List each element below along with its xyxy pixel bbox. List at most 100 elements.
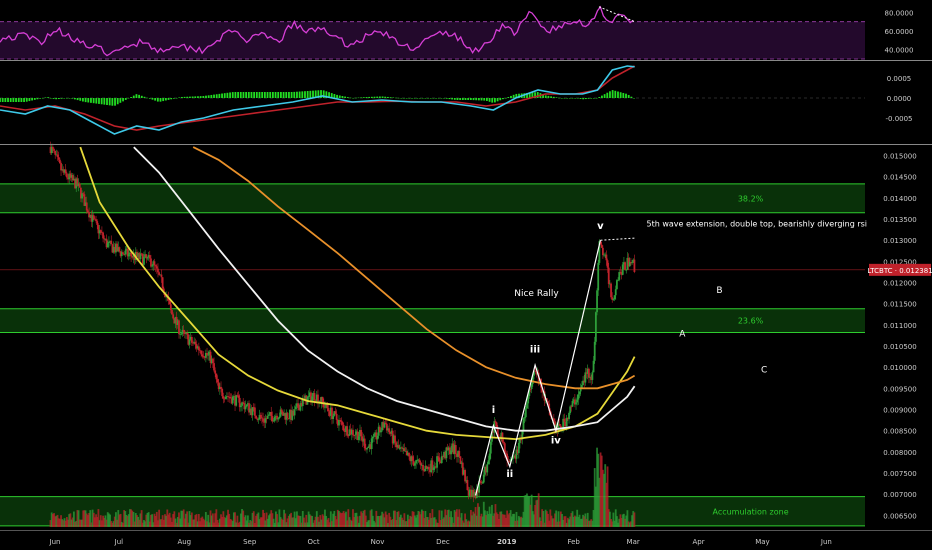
candle-body bbox=[467, 490, 470, 496]
macd-histogram-bar bbox=[424, 98, 427, 99]
volume-bar bbox=[633, 512, 636, 527]
volume-bar bbox=[297, 515, 300, 527]
volume-bar bbox=[523, 495, 526, 527]
volume-bar bbox=[284, 513, 287, 527]
volume-bar bbox=[534, 505, 537, 527]
candle-body bbox=[572, 399, 575, 402]
macd-histogram-bar bbox=[357, 97, 360, 99]
candle-body bbox=[384, 422, 387, 424]
macd-histogram-bar bbox=[419, 98, 421, 99]
candle-body bbox=[603, 254, 605, 256]
volume-bar bbox=[600, 455, 603, 527]
candle-body bbox=[565, 417, 568, 427]
macd-tick-label: -0.0005 bbox=[885, 115, 912, 123]
candle-body bbox=[88, 212, 90, 218]
candle-body bbox=[611, 297, 614, 300]
volume-bar bbox=[151, 514, 154, 527]
candle-body bbox=[531, 375, 534, 385]
candle-body bbox=[377, 426, 380, 436]
candle-body bbox=[481, 482, 484, 484]
volume-bar bbox=[395, 520, 398, 527]
macd-histogram-bar bbox=[451, 98, 454, 100]
volume-bar bbox=[409, 515, 412, 527]
candle-body bbox=[56, 154, 59, 158]
volume-bar bbox=[557, 511, 560, 527]
time-tick-label: 2019 bbox=[497, 538, 517, 546]
candle-body bbox=[398, 448, 401, 449]
macd-histogram-bar bbox=[512, 94, 515, 98]
candle-body bbox=[75, 178, 78, 189]
volume-bar bbox=[300, 522, 303, 527]
volume-bar bbox=[207, 514, 210, 527]
candle-body bbox=[362, 438, 365, 442]
candle-body bbox=[179, 333, 182, 335]
candle-body bbox=[308, 392, 311, 397]
candle-body bbox=[375, 432, 378, 440]
volume-bar bbox=[520, 516, 523, 527]
volume-bar bbox=[289, 514, 291, 527]
candle-body bbox=[49, 147, 52, 154]
macd-histogram-bar bbox=[223, 93, 226, 98]
volume-bar bbox=[366, 522, 368, 527]
macd-histogram-bar bbox=[296, 91, 298, 98]
macd-histogram-bar bbox=[309, 90, 312, 98]
volume-bar bbox=[627, 521, 630, 527]
volume-bar bbox=[529, 504, 532, 527]
volume-bar bbox=[620, 518, 623, 527]
candle-body bbox=[203, 357, 206, 358]
candle-body bbox=[577, 394, 580, 400]
volume-bar bbox=[583, 516, 586, 527]
candle-body bbox=[192, 342, 194, 344]
volume-bar bbox=[167, 514, 170, 527]
macd-histogram-bar bbox=[354, 97, 357, 99]
candle-body bbox=[452, 443, 455, 454]
candle-body bbox=[450, 450, 452, 455]
volume-bar bbox=[196, 521, 199, 527]
candle-body bbox=[140, 253, 143, 255]
volume-bar bbox=[439, 520, 442, 527]
macd-histogram-bar bbox=[47, 97, 50, 98]
chart-annotation: 5th wave extension, double top, bearishl… bbox=[647, 220, 868, 229]
candle-body bbox=[350, 429, 353, 435]
candle-body bbox=[396, 445, 399, 448]
volume-bar bbox=[361, 513, 364, 527]
volume-bar bbox=[423, 518, 426, 527]
candle-body bbox=[68, 173, 71, 180]
volume-bar bbox=[287, 515, 290, 527]
candle-body bbox=[391, 430, 394, 444]
volume-bar bbox=[413, 515, 416, 527]
candle-body bbox=[173, 318, 176, 324]
candle-body bbox=[148, 255, 151, 259]
candle-body bbox=[204, 352, 207, 358]
candle-body bbox=[385, 423, 388, 431]
volume-bar bbox=[402, 519, 405, 527]
candle-body bbox=[79, 187, 82, 199]
volume-bar bbox=[401, 517, 403, 527]
macd-histogram-bar bbox=[4, 98, 7, 102]
macd-histogram-bar bbox=[413, 98, 416, 99]
macd-histogram-bar bbox=[17, 98, 20, 102]
candle-body bbox=[424, 465, 427, 472]
macd-histogram-bar bbox=[162, 98, 165, 102]
macd-histogram-bar bbox=[15, 98, 17, 102]
rsi-line bbox=[0, 5, 634, 57]
volume-bar bbox=[155, 511, 158, 527]
candle-body bbox=[317, 394, 319, 404]
volume-bar bbox=[326, 519, 329, 527]
volume-bar bbox=[235, 522, 238, 527]
candle-body bbox=[252, 407, 255, 408]
candle-body bbox=[259, 414, 262, 418]
macd-histogram-bar bbox=[87, 98, 90, 103]
candle-body bbox=[461, 462, 464, 475]
volume-bar bbox=[382, 513, 385, 527]
macd-histogram-bar bbox=[71, 98, 74, 99]
candle-body bbox=[250, 408, 253, 416]
volume-bar bbox=[580, 518, 583, 527]
candle-body bbox=[596, 290, 598, 313]
volume-bar bbox=[88, 513, 90, 527]
candle-body bbox=[378, 426, 381, 433]
candle-body bbox=[509, 459, 512, 462]
ma-slow-line bbox=[192, 146, 636, 390]
candle-body bbox=[382, 422, 385, 428]
macd-histogram-bar bbox=[443, 98, 445, 99]
